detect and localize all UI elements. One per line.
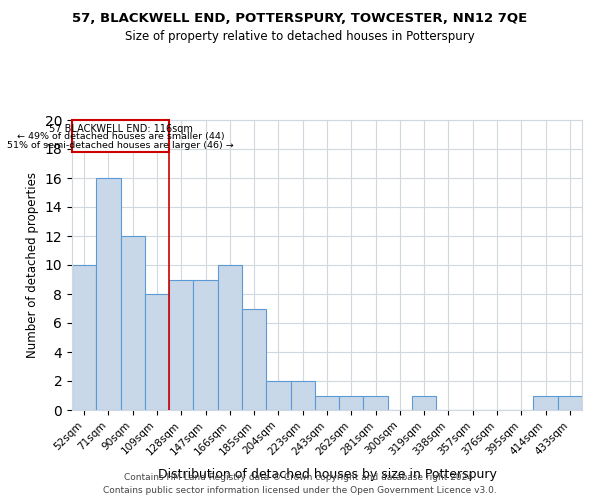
Bar bbox=[145, 294, 169, 410]
Bar bbox=[72, 265, 96, 410]
Text: Contains HM Land Registry data ® Crown copyright and database right 2024.: Contains HM Land Registry data ® Crown c… bbox=[124, 472, 476, 482]
Bar bbox=[315, 396, 339, 410]
Text: Size of property relative to detached houses in Potterspury: Size of property relative to detached ho… bbox=[125, 30, 475, 43]
Bar bbox=[266, 381, 290, 410]
Text: 57 BLACKWELL END: 116sqm: 57 BLACKWELL END: 116sqm bbox=[49, 124, 193, 134]
FancyBboxPatch shape bbox=[72, 120, 169, 152]
Bar bbox=[121, 236, 145, 410]
Bar bbox=[364, 396, 388, 410]
Bar bbox=[218, 265, 242, 410]
Bar bbox=[169, 280, 193, 410]
Bar bbox=[242, 308, 266, 410]
Text: 51% of semi-detached houses are larger (46) →: 51% of semi-detached houses are larger (… bbox=[7, 141, 234, 150]
Bar bbox=[558, 396, 582, 410]
Bar bbox=[412, 396, 436, 410]
Bar bbox=[339, 396, 364, 410]
X-axis label: Distribution of detached houses by size in Potterspury: Distribution of detached houses by size … bbox=[158, 468, 496, 480]
Bar bbox=[533, 396, 558, 410]
Bar bbox=[290, 381, 315, 410]
Bar bbox=[96, 178, 121, 410]
Text: 57, BLACKWELL END, POTTERSPURY, TOWCESTER, NN12 7QE: 57, BLACKWELL END, POTTERSPURY, TOWCESTE… bbox=[73, 12, 527, 26]
Y-axis label: Number of detached properties: Number of detached properties bbox=[26, 172, 39, 358]
Bar bbox=[193, 280, 218, 410]
Text: Contains public sector information licensed under the Open Government Licence v3: Contains public sector information licen… bbox=[103, 486, 497, 495]
Text: ← 49% of detached houses are smaller (44): ← 49% of detached houses are smaller (44… bbox=[17, 132, 224, 141]
